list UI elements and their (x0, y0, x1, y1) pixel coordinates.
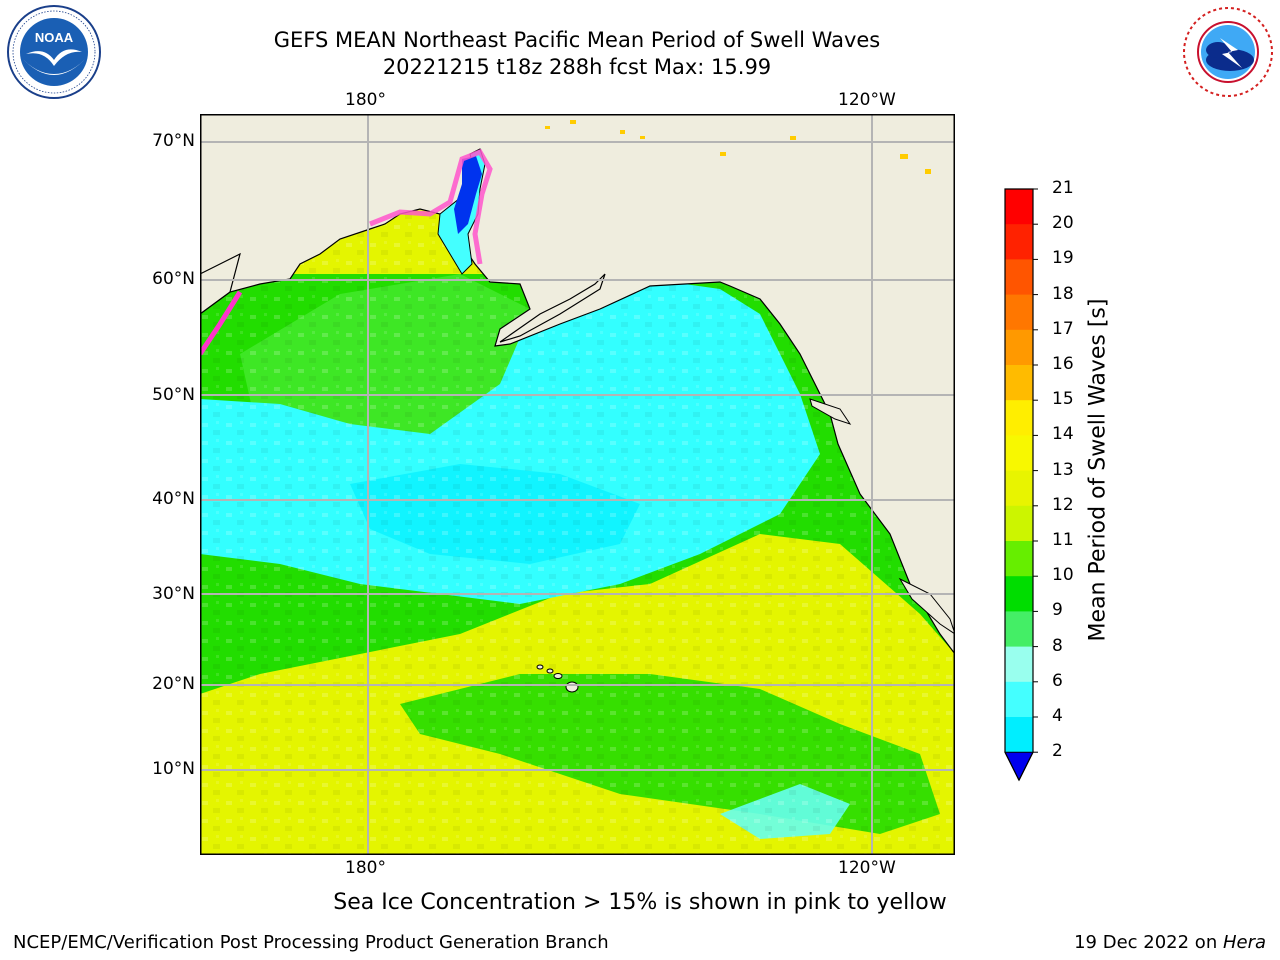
footer-date-text: 19 Dec 2022 on (1074, 932, 1223, 953)
colorbar-segment (1005, 681, 1033, 718)
colorbar-segment (1005, 365, 1033, 401)
footer-host: Hera (1222, 932, 1266, 953)
colorbar-segment (1005, 400, 1033, 436)
colorbar-tick-label: 16 (1052, 354, 1074, 374)
chart-title: GEFS MEAN Northeast Pacific Mean Period … (273, 28, 881, 52)
colorbar-segment (1005, 329, 1033, 366)
arctic-ice-dots (545, 120, 931, 174)
colorbar-segment (1005, 224, 1033, 260)
colorbar-tick-label: 10 (1052, 565, 1074, 586)
colorbar-segment (1005, 435, 1033, 472)
lon-label-180-top: 180° (345, 90, 386, 110)
colorbar-tick-label: 12 (1052, 494, 1074, 515)
colorbar-tick-label: 14 (1052, 424, 1074, 445)
lat-label-20n: 20°N (152, 674, 195, 694)
colorbar-segment (1005, 259, 1033, 296)
sea-ice-edge (369, 148, 493, 265)
sea-ice-west (200, 290, 243, 356)
colorbar-tick-label: 21 (1052, 178, 1074, 198)
bering-strait-deep (454, 156, 482, 234)
map-plot (200, 114, 955, 855)
lat-label-60n: 60°N (152, 269, 195, 289)
colorbar-tick-label: 19 (1052, 248, 1074, 269)
footer-credit: NCEP/EMC/Verification Post Processing Pr… (13, 932, 609, 953)
colorbar-tick-label: 2 (1052, 741, 1063, 762)
noaa-logo: NOAA (7, 5, 101, 99)
colorbar-segment (1005, 505, 1033, 542)
colorbar-tick-label: 11 (1052, 530, 1074, 550)
colorbar-tick-label: 4 (1052, 706, 1063, 726)
lat-label-10n: 10°N (152, 759, 195, 779)
colorbar-tick-label: 15 (1052, 389, 1074, 410)
colorbar-tick-label: 6 (1052, 670, 1063, 691)
colorbar-segment (1005, 541, 1033, 577)
colorbar-tick-label: 20 (1052, 213, 1074, 234)
colorbar-segment (1005, 294, 1033, 331)
colorbar-under-arrow (1004, 751, 1034, 782)
national-weather-service-logo (1183, 7, 1273, 97)
lat-label-50n: 50°N (152, 385, 195, 405)
lon-label-120w-bottom: 120°W (838, 858, 896, 878)
colorbar-segment (1005, 646, 1033, 683)
land-alaska-peninsula (499, 273, 606, 343)
colorbar-tick-label: 13 (1052, 459, 1074, 480)
lon-label-120w-top: 120°W (838, 90, 896, 110)
lat-label-70n: 70°N (152, 131, 195, 151)
sea-ice-note: Sea Ice Concentration > 15% is shown in … (333, 890, 947, 915)
colorbar-tick-label: 8 (1052, 635, 1063, 656)
map-graticule (200, 114, 955, 855)
colorbar-tick-label: 17 (1052, 318, 1074, 339)
land-vancouver-island (809, 398, 852, 425)
colorbar-segment (1005, 470, 1033, 507)
chart-subtitle: 20221215 t18z 288h fcst Max: 15.99 (382, 55, 772, 79)
lat-label-30n: 30°N (152, 584, 195, 604)
land-north-america-asia (200, 114, 955, 655)
colorbar (1004, 188, 1038, 782)
colorbar-frame (1004, 188, 1034, 781)
colorbar-title: Mean Period of Swell Waves [s] (1085, 298, 1111, 642)
lat-label-40n: 40°N (152, 489, 195, 509)
colorbar-segment (1005, 611, 1033, 648)
land-kamchatka (200, 252, 241, 315)
colorbar-segment (1005, 189, 1033, 225)
lon-label-180-bottom: 180° (345, 858, 386, 878)
colorbar-segment (1005, 717, 1033, 753)
colorbar-segment (1005, 576, 1033, 612)
svg-text:NOAA: NOAA (35, 30, 74, 45)
colorbar-tick-label: 18 (1052, 283, 1074, 304)
colorbar-tick-label: 9 (1052, 600, 1063, 621)
footer-date: 19 Dec 2022 on Hera (1074, 932, 1266, 953)
